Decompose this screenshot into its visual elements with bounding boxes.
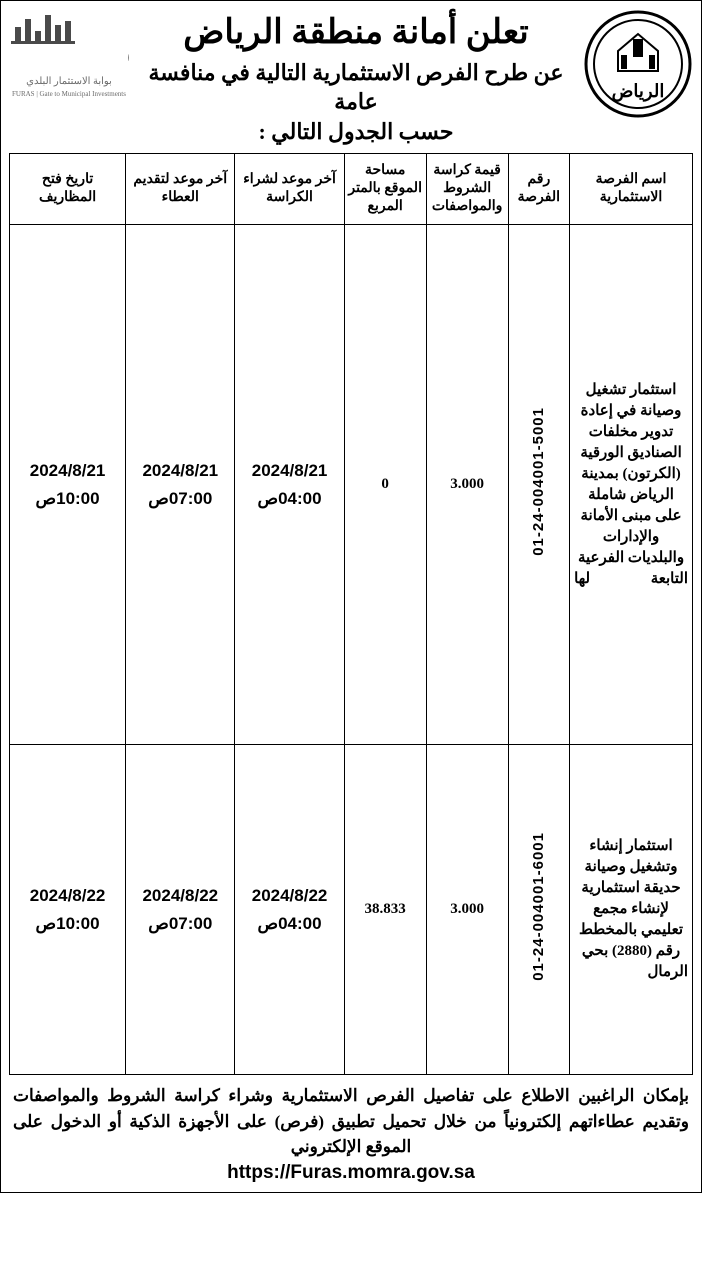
col-header-area: مساحة الموقع بالمتر المربع [344, 153, 426, 225]
submit-time: 07:00ص [130, 486, 230, 512]
col-header-price: قيمة كراسة الشروط والمواصفات [426, 153, 508, 225]
riyadh-emblem-icon: الرياض [583, 9, 693, 119]
cell-buy: 2024/8/22 04:00ص [235, 745, 344, 1075]
buy-date: 2024/8/22 [252, 886, 328, 905]
col-header-submit: آخر موعد لتقديم العطاء [126, 153, 235, 225]
cell-name: استثمار إنشاء وتشغيل وصيانة حديقة استثما… [570, 745, 693, 1075]
buy-time: 04:00ص [239, 486, 339, 512]
riyadh-logo: الرياض [583, 9, 693, 119]
furas-caption-en: FURAS | Gate to Municipal Investments [9, 90, 129, 98]
furas-logo: فرص بوابة الاستثمار البلدي FURAS | Gate … [9, 9, 129, 98]
open-date: 2024/8/21 [30, 461, 106, 480]
cell-name: استثمار تشغيل وصيانة في إعادة تدوير مخلف… [570, 225, 693, 745]
title-block: تعلن أمانة منطقة الرياض عن طرح الفرص الا… [137, 9, 575, 147]
col-header-number: رقم الفرصة [508, 153, 569, 225]
submit-date: 2024/8/22 [142, 886, 218, 905]
sub-title: عن طرح الفرص الاستثمارية التالية في مناف… [137, 58, 575, 147]
main-title: تعلن أمانة منطقة الرياض [137, 13, 575, 54]
svg-text:فرص: فرص [127, 31, 129, 65]
open-time: 10:00ص [14, 911, 121, 937]
open-date: 2024/8/22 [30, 886, 106, 905]
cell-number: 01-24-004001-5001 [508, 225, 569, 745]
footer-note: بإمكان الراغبين الاطلاع على تفاصيل الفرص… [9, 1083, 693, 1160]
submit-date: 2024/8/21 [142, 461, 218, 480]
opportunity-number: 01-24-004001-6001 [528, 832, 549, 981]
announcement-page: الرياض تعلن أمانة منطقة الرياض عن طرح ال… [0, 0, 702, 1193]
col-header-buy: آخر موعد لشراء الكراسة [235, 153, 344, 225]
submit-time: 07:00ص [130, 911, 230, 937]
cell-area: 38.833 [344, 745, 426, 1075]
cell-submit: 2024/8/22 07:00ص [126, 745, 235, 1075]
opportunity-number: 01-24-004001-5001 [528, 407, 549, 556]
furas-caption-ar: بوابة الاستثمار البلدي [9, 76, 129, 88]
cell-area: 0 [344, 225, 426, 745]
footer-url[interactable]: https://Furas.momra.gov.sa [9, 1162, 693, 1184]
cell-open: 2024/8/22 10:00ص [10, 745, 126, 1075]
sub-title-line1: عن طرح الفرص الاستثمارية التالية في مناف… [149, 60, 564, 115]
col-header-name: اسم الفرصة الاستثمارية [570, 153, 693, 225]
open-time: 10:00ص [14, 486, 121, 512]
col-header-open: تاريخ فتح المظاريف [10, 153, 126, 225]
buy-time: 04:00ص [239, 911, 339, 937]
opportunities-table: اسم الفرصة الاستثمارية رقم الفرصة قيمة ك… [9, 153, 693, 1076]
table-row: استثمار تشغيل وصيانة في إعادة تدوير مخلف… [10, 225, 693, 745]
sub-title-line2: حسب الجدول التالي : [258, 119, 453, 144]
cell-price: 3.000 [426, 745, 508, 1075]
cell-price: 3.000 [426, 225, 508, 745]
cell-open: 2024/8/21 10:00ص [10, 225, 126, 745]
cell-submit: 2024/8/21 07:00ص [126, 225, 235, 745]
furas-skyline-icon: فرص [9, 9, 129, 69]
buy-date: 2024/8/21 [252, 461, 328, 480]
cell-buy: 2024/8/21 04:00ص [235, 225, 344, 745]
svg-text:الرياض: الرياض [612, 81, 665, 102]
table-header-row: اسم الفرصة الاستثمارية رقم الفرصة قيمة ك… [10, 153, 693, 225]
table-row: استثمار إنشاء وتشغيل وصيانة حديقة استثما… [10, 745, 693, 1075]
cell-number: 01-24-004001-6001 [508, 745, 569, 1075]
header-row: الرياض تعلن أمانة منطقة الرياض عن طرح ال… [9, 9, 693, 147]
